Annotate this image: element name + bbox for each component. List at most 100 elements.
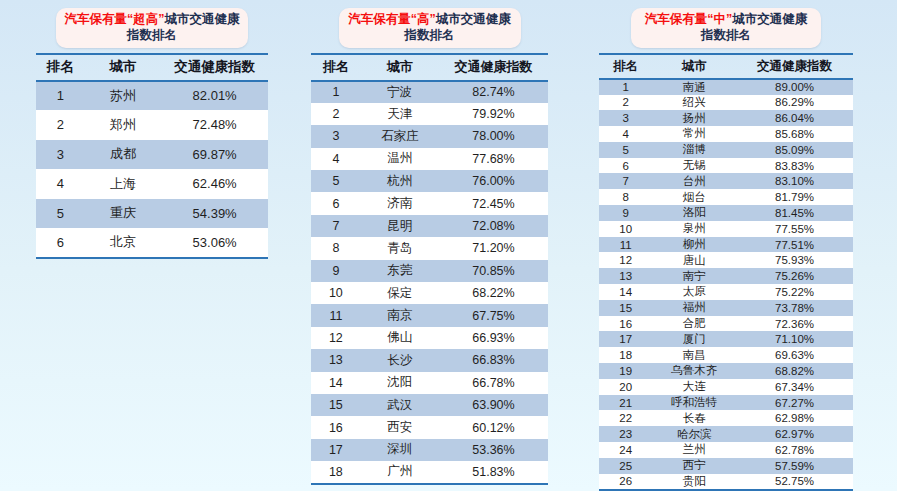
table-row: 24兰州62.78%	[599, 442, 853, 458]
rank-cell: 8	[599, 189, 652, 205]
index-cell: 71.10%	[736, 331, 853, 347]
header-row: 排名 城市 交通健康指数	[311, 54, 548, 81]
index-cell: 72.45%	[439, 192, 548, 214]
ranking-table-high: 排名 城市 交通健康指数 1宁波82.74%2天津79.92%3石家庄78.00…	[311, 53, 548, 485]
city-cell: 成都	[85, 140, 162, 170]
rank-cell: 16	[599, 316, 652, 332]
index-cell: 82.01%	[161, 81, 268, 111]
table-row: 1南通89.00%	[599, 79, 853, 95]
rank-cell: 11	[311, 304, 361, 326]
table-row: 25西宁57.59%	[599, 458, 853, 474]
index-cell: 76.00%	[439, 170, 548, 192]
table-row: 8青岛71.20%	[311, 237, 548, 259]
rank-cell: 8	[311, 237, 361, 259]
index-cell: 53.36%	[439, 439, 548, 461]
city-cell: 昆明	[361, 215, 439, 237]
index-cell: 62.46%	[161, 169, 268, 199]
table-row: 19乌鲁木齐68.82%	[599, 363, 853, 379]
rank-cell: 19	[599, 363, 652, 379]
city-cell: 泉州	[652, 221, 736, 237]
table-row: 16西安60.12%	[311, 416, 548, 438]
city-cell: 郑州	[85, 110, 162, 140]
index-cell: 79.92%	[439, 103, 548, 125]
city-cell: 贵阳	[652, 474, 736, 490]
index-cell: 60.12%	[439, 416, 548, 438]
rank-cell: 18	[599, 347, 652, 363]
index-cell: 72.36%	[736, 316, 853, 332]
index-cell: 68.82%	[736, 363, 853, 379]
table-row: 6无锡83.83%	[599, 158, 853, 174]
index-header: 交通健康指数	[736, 54, 853, 79]
table-row: 12佛山66.93%	[311, 327, 548, 349]
city-cell: 南宁	[652, 268, 736, 284]
index-cell: 52.75%	[736, 474, 853, 490]
ranking-table-medium: 排名 城市 交通健康指数 1南通89.00%2绍兴86.29%3扬州86.04%…	[599, 53, 853, 491]
rank-cell: 21	[599, 395, 652, 411]
rank-cell: 4	[599, 126, 652, 142]
traffic-health-index-dashboard: { "colors": { "page_bg_top": "#d4e7f6", …	[0, 0, 897, 491]
city-cell: 台州	[652, 173, 736, 189]
city-cell: 南昌	[652, 347, 736, 363]
index-cell: 72.08%	[439, 215, 548, 237]
rank-cell: 5	[599, 142, 652, 158]
city-cell: 西宁	[652, 458, 736, 474]
table-row: 18广州51.83%	[311, 461, 548, 483]
index-cell: 83.83%	[736, 158, 853, 174]
rank-cell: 14	[599, 284, 652, 300]
rank-cell: 11	[599, 237, 652, 253]
city-cell: 太原	[652, 284, 736, 300]
city-header: 城市	[652, 54, 736, 79]
rank-cell: 24	[599, 442, 652, 458]
table-row: 13长沙66.83%	[311, 349, 548, 371]
ranking-table-super-high: 排名 城市 交通健康指数 1苏州82.01%2郑州72.48%3成都69.87%…	[36, 53, 268, 259]
city-cell: 洛阳	[652, 205, 736, 221]
rank-cell: 22	[599, 410, 652, 426]
table-row: 11柳州77.51%	[599, 237, 853, 253]
index-cell: 72.48%	[161, 110, 268, 140]
rank-cell: 1	[36, 81, 85, 111]
index-cell: 85.09%	[736, 142, 853, 158]
table-card-medium: 汽车保有量“中”城市交通健康指数排名 排名 城市 交通健康指数 1南通89.00…	[599, 8, 853, 491]
index-cell: 62.98%	[736, 410, 853, 426]
index-cell: 83.10%	[736, 173, 853, 189]
table-row: 16合肥72.36%	[599, 316, 853, 332]
index-cell: 82.74%	[439, 81, 548, 103]
rank-cell: 2	[599, 95, 652, 111]
rank-cell: 17	[599, 331, 652, 347]
table-row: 22长春62.98%	[599, 410, 853, 426]
index-cell: 67.34%	[736, 379, 853, 395]
index-cell: 51.83%	[439, 461, 548, 483]
city-cell: 常州	[652, 126, 736, 142]
rank-header: 排名	[311, 54, 361, 81]
header-row: 排名 城市 交通健康指数	[36, 54, 268, 81]
city-cell: 青岛	[361, 237, 439, 259]
table-row: 21呼和浩特67.27%	[599, 395, 853, 411]
index-cell: 85.68%	[736, 126, 853, 142]
rank-cell: 16	[311, 416, 361, 438]
table-row: 2天津79.92%	[311, 103, 548, 125]
city-cell: 长春	[652, 410, 736, 426]
table-title-high: 汽车保有量“高”城市交通健康指数排名	[339, 8, 521, 48]
table-row: 5重庆54.39%	[36, 199, 268, 229]
index-cell: 89.00%	[736, 79, 853, 95]
index-cell: 66.78%	[439, 372, 548, 394]
index-cell: 71.20%	[439, 237, 548, 259]
city-cell: 南通	[652, 79, 736, 95]
index-cell: 62.78%	[736, 442, 853, 458]
city-cell: 呼和浩特	[652, 395, 736, 411]
rank-cell: 3	[599, 110, 652, 126]
city-cell: 苏州	[85, 81, 162, 111]
rank-cell: 4	[311, 148, 361, 170]
table-row: 3石家庄78.00%	[311, 125, 548, 147]
city-cell: 南京	[361, 304, 439, 326]
table-row: 14太原75.22%	[599, 284, 853, 300]
index-cell: 67.27%	[736, 395, 853, 411]
table-row: 1宁波82.74%	[311, 81, 548, 103]
table-row: 6北京53.06%	[36, 228, 268, 258]
index-cell: 86.29%	[736, 95, 853, 111]
table-row: 11南京67.75%	[311, 304, 548, 326]
rank-cell: 5	[36, 199, 85, 229]
city-cell: 长沙	[361, 349, 439, 371]
index-cell: 86.04%	[736, 110, 853, 126]
table-row: 12唐山75.93%	[599, 252, 853, 268]
